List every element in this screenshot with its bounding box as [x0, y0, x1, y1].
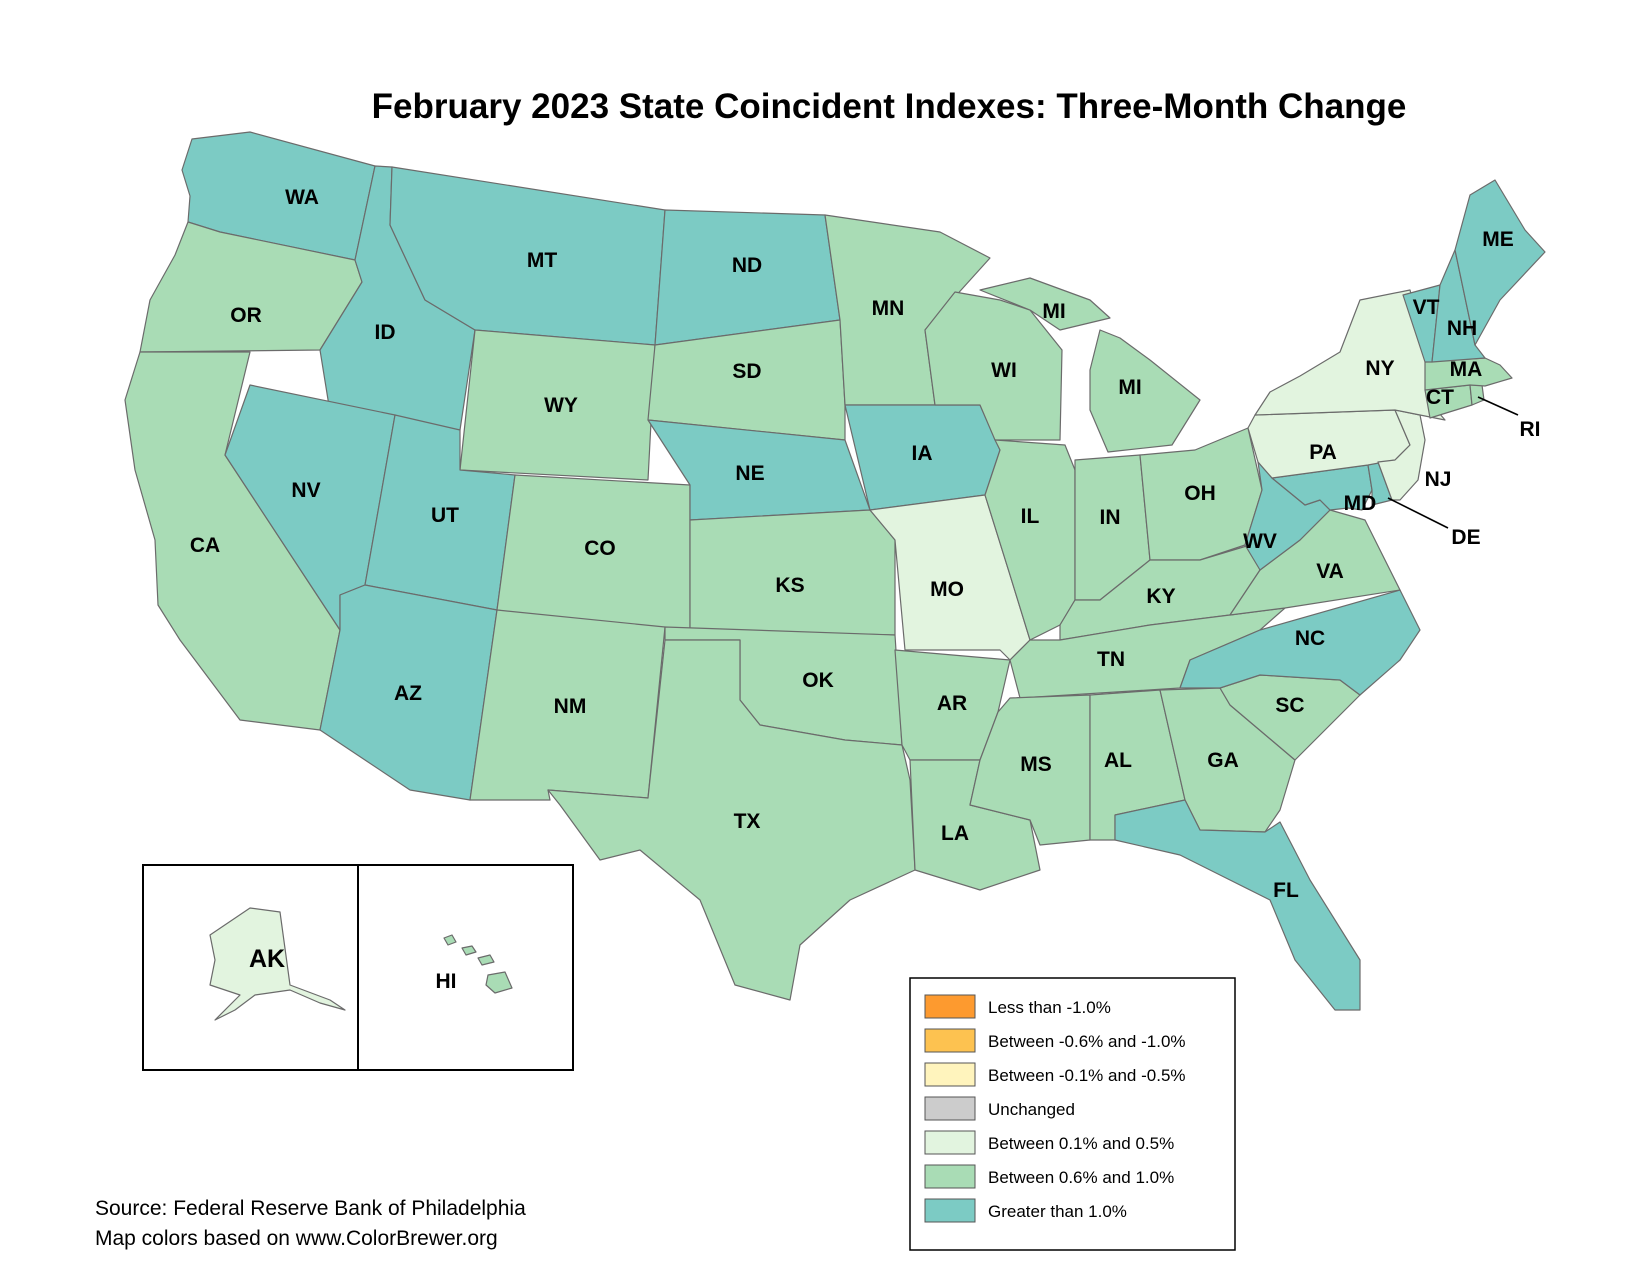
label-ar: AR — [937, 692, 967, 715]
label-mo: MO — [930, 578, 964, 601]
label-fl: FL — [1273, 879, 1299, 902]
source-line-2: Map colors based on www.ColorBrewer.org — [95, 1227, 498, 1250]
legend-swatch — [924, 1198, 976, 1223]
legend-label: Less than -1.0% — [988, 998, 1111, 1017]
label-wy: WY — [544, 394, 578, 417]
label-ak: AK — [249, 945, 285, 973]
state-wi[interactable] — [924, 291, 1063, 441]
label-ma: MA — [1450, 358, 1483, 381]
label-tn: TN — [1097, 648, 1125, 671]
label-ok: OK — [802, 669, 834, 692]
legend-label: Between -0.1% and -0.5% — [988, 1066, 1186, 1085]
label-ga: GA — [1207, 749, 1239, 772]
label-wa: WA — [285, 186, 319, 209]
legend: Less than -1.0% Between -0.6% and -1.0% Be… — [909, 977, 1236, 1251]
state-nj[interactable] — [1377, 409, 1426, 501]
label-ky: KY — [1146, 585, 1175, 608]
label-nh: NH — [1447, 317, 1477, 340]
state-fl[interactable] — [1114, 799, 1361, 1011]
label-tx: TX — [734, 810, 761, 833]
label-ia: IA — [912, 442, 933, 465]
label-nd: ND — [732, 254, 762, 277]
label-nv: NV — [291, 479, 320, 502]
label-me: ME — [1482, 228, 1514, 251]
legend-label: Between -0.6% and -1.0% — [988, 1032, 1186, 1051]
hawaii-inset-box — [357, 864, 574, 1071]
label-mi-lower: MI — [1118, 376, 1141, 399]
map-title: February 2023 State Coincident Indexes: … — [372, 87, 1407, 126]
states-layer — [124, 131, 1546, 1021]
label-ny: NY — [1365, 357, 1394, 380]
label-ms: MS — [1020, 753, 1052, 776]
state-sd[interactable] — [647, 319, 846, 441]
label-ks: KS — [775, 574, 804, 597]
label-nm: NM — [554, 695, 587, 718]
label-vt: VT — [1413, 296, 1440, 319]
state-il[interactable] — [984, 439, 1076, 641]
label-sc: SC — [1275, 694, 1304, 717]
state-nc[interactable] — [1179, 589, 1421, 696]
state-tx[interactable] — [547, 639, 916, 1001]
legend-label: Between 0.1% and 0.5% — [988, 1134, 1174, 1153]
label-in: IN — [1100, 506, 1121, 529]
label-ne: NE — [735, 462, 764, 485]
label-or: OR — [230, 304, 262, 327]
label-ut: UT — [431, 504, 459, 527]
state-mi-upper[interactable] — [979, 277, 1111, 331]
label-pa: PA — [1309, 441, 1337, 464]
state-me[interactable] — [1454, 179, 1546, 346]
leader-de — [1387, 497, 1449, 529]
label-ct: CT — [1426, 386, 1454, 409]
label-co: CO — [584, 537, 616, 560]
legend-swatch — [924, 1164, 976, 1189]
state-wy[interactable] — [459, 329, 656, 481]
legend-label: Greater than 1.0% — [988, 1202, 1127, 1221]
state-hi[interactable] — [485, 971, 513, 994]
state-ak[interactable] — [209, 907, 346, 1021]
label-wv: WV — [1243, 530, 1277, 553]
label-de: DE — [1451, 526, 1480, 549]
state-ks[interactable] — [689, 509, 896, 636]
label-az: AZ — [394, 682, 422, 705]
legend-swatch — [924, 1130, 976, 1155]
label-nc: NC — [1295, 627, 1325, 650]
legend-label: Unchanged — [988, 1100, 1075, 1119]
label-hi: HI — [436, 970, 457, 993]
legend-label: Between 0.6% and 1.0% — [988, 1168, 1174, 1187]
label-il: IL — [1021, 505, 1040, 528]
legend-swatch — [924, 1028, 976, 1053]
label-leader-lines — [1387, 396, 1519, 529]
label-mn: MN — [872, 297, 905, 320]
state-hi-islands[interactable] — [443, 934, 495, 966]
label-ca: CA — [190, 534, 220, 557]
state-ri[interactable] — [1469, 384, 1485, 406]
label-id: ID — [375, 321, 396, 344]
inset-frame — [142, 864, 574, 1071]
label-md: MD — [1344, 492, 1377, 515]
state-nh[interactable] — [1431, 249, 1486, 363]
legend-swatch — [924, 1096, 976, 1121]
label-oh: OH — [1184, 482, 1216, 505]
source-note: Source: Federal Reserve Bank of Philadel… — [95, 1197, 526, 1250]
label-sd: SD — [732, 360, 761, 383]
label-wi: WI — [991, 359, 1017, 382]
label-mt: MT — [527, 249, 557, 272]
state-ma[interactable] — [1424, 357, 1513, 391]
state-labels: WA OR CA ID NV MT WY UT AZ CO NM ND SD N… — [190, 186, 1541, 993]
label-va: VA — [1316, 560, 1344, 583]
label-la: LA — [941, 822, 969, 845]
legend-swatch — [924, 1062, 976, 1087]
label-ri: RI — [1520, 418, 1541, 441]
source-line-1: Source: Federal Reserve Bank of Philadel… — [95, 1197, 526, 1220]
legend-swatch — [924, 994, 976, 1019]
label-mi-upper: MI — [1042, 300, 1065, 323]
leader-ri — [1477, 396, 1519, 416]
label-nj: NJ — [1425, 468, 1452, 491]
state-mi-lower[interactable] — [1089, 329, 1201, 453]
label-al: AL — [1104, 749, 1132, 772]
